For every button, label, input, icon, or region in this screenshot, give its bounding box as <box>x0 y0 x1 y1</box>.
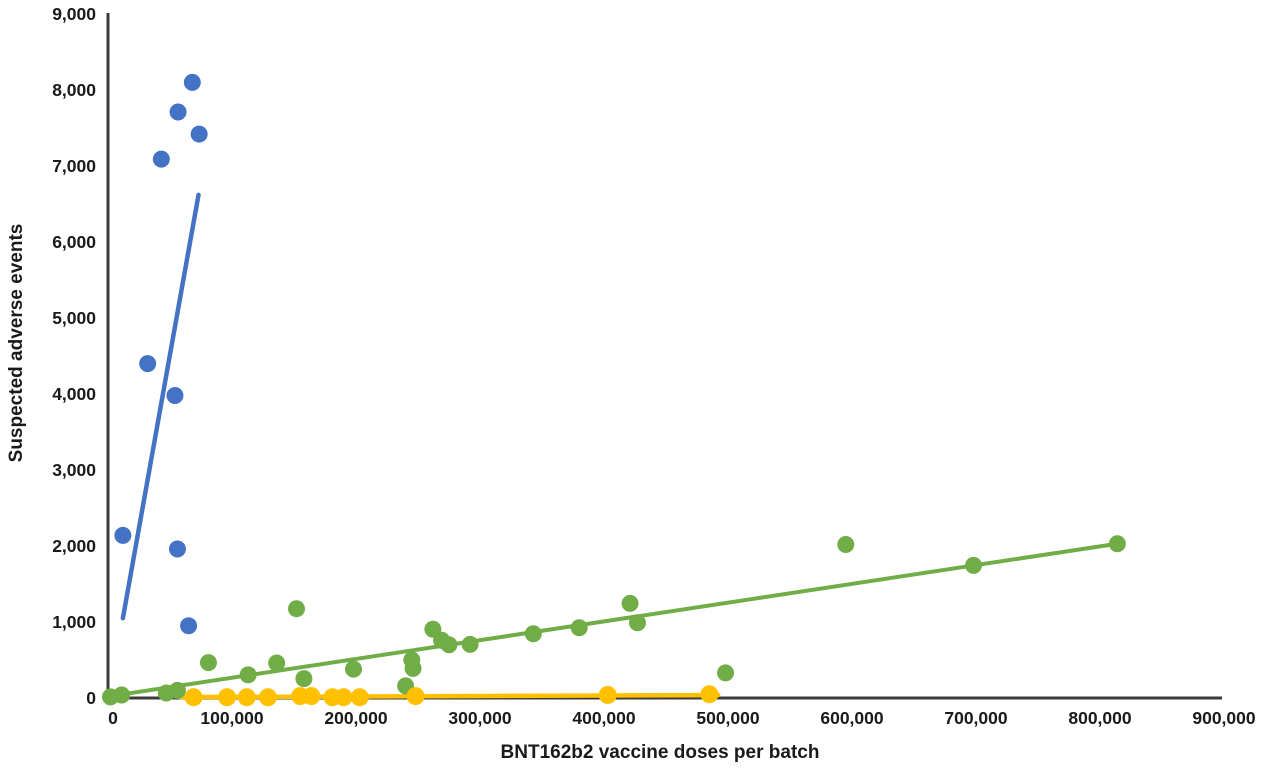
data-point-green-series <box>345 660 363 678</box>
data-point-yellow-series <box>350 688 369 707</box>
y-tick-label-0: 0 <box>86 688 96 708</box>
data-point-yellow-series <box>406 687 425 706</box>
data-point-blue-series <box>139 355 157 373</box>
x-tick-label-900000: 900,000 <box>1192 708 1256 728</box>
y-tick-label-2000: 2,000 <box>52 536 96 556</box>
data-point-blue-series <box>166 387 184 405</box>
y-tick-label-1000: 1,000 <box>52 612 96 632</box>
data-point-blue-series <box>180 617 198 635</box>
data-point-green-series <box>168 681 186 699</box>
y-tick-label-4000: 4,000 <box>52 384 96 404</box>
x-tick-label-500000: 500,000 <box>696 708 760 728</box>
x-tick-label-0: 0 <box>108 708 118 728</box>
x-tick-label-700000: 700,000 <box>944 708 1008 728</box>
x-tick-label-400000: 400,000 <box>572 708 636 728</box>
data-point-yellow-series <box>598 685 617 704</box>
data-point-blue-series <box>190 125 208 143</box>
y-axis-title: Suspected adverse events <box>6 223 27 463</box>
data-point-blue-series <box>168 540 186 558</box>
data-point-green-series <box>440 636 458 654</box>
y-tick-label-7000: 7,000 <box>52 156 96 176</box>
trendline-blue-series <box>120 192 201 621</box>
data-point-green-series <box>570 619 588 637</box>
data-point-green-series <box>837 535 855 553</box>
data-point-green-series <box>287 600 305 618</box>
data-point-green-series <box>113 686 131 704</box>
data-point-yellow-series <box>700 685 719 704</box>
data-point-blue-series <box>169 103 187 121</box>
data-point-yellow-series <box>334 688 353 707</box>
x-tick-label-300000: 300,000 <box>448 708 512 728</box>
data-point-green-series <box>965 556 983 574</box>
data-point-green-series <box>1108 535 1126 553</box>
y-tick-label-3000: 3,000 <box>52 460 96 480</box>
y-tick-label-8000: 8,000 <box>52 80 96 100</box>
x-tick-label-600000: 600,000 <box>820 708 884 728</box>
data-point-green-series <box>268 654 286 672</box>
x-tick-label-200000: 200,000 <box>324 708 388 728</box>
y-tick-label-9000: 9,000 <box>52 4 96 24</box>
x-axis-title: BNT162b2 vaccine doses per batch <box>500 742 820 763</box>
x-tick-label-800000: 800,000 <box>1068 708 1132 728</box>
data-point-blue-series <box>183 73 201 91</box>
data-point-green-series <box>524 625 542 643</box>
data-point-green-series <box>628 614 646 632</box>
y-tick-label-6000: 6,000 <box>52 232 96 252</box>
data-point-yellow-series <box>237 688 256 707</box>
data-point-green-series <box>239 666 257 684</box>
x-tick-label-100000: 100,000 <box>200 708 264 728</box>
data-point-green-series <box>621 594 639 612</box>
data-point-green-series <box>717 664 735 682</box>
data-point-yellow-series <box>302 687 321 706</box>
data-point-yellow-series <box>184 688 203 707</box>
data-point-green-series <box>461 635 479 653</box>
data-point-green-series <box>199 654 217 672</box>
data-point-green-series <box>295 670 313 688</box>
data-point-green-series <box>404 659 422 677</box>
data-point-yellow-series <box>218 688 237 707</box>
data-point-blue-series <box>114 526 132 544</box>
data-point-yellow-series <box>258 688 277 707</box>
y-tick-label-5000: 5,000 <box>52 308 96 328</box>
data-point-blue-series <box>152 150 170 168</box>
